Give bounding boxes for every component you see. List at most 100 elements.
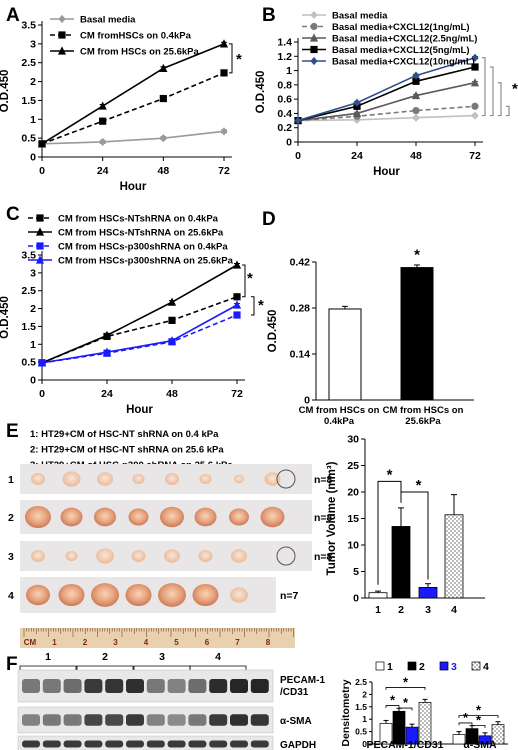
tumor [260,506,285,528]
y-tick-label: 2 [30,303,36,315]
y-tick-label: 2.5 [21,57,36,69]
significance-star: * [476,712,482,727]
tumor [230,587,248,603]
series-line [297,66,476,122]
data-point [353,98,361,107]
data-point [233,293,241,301]
tumor [62,471,81,487]
series-line [41,304,238,364]
sample-count: n=8 [314,474,333,486]
significance-bracket [498,82,502,117]
lane-bracket [189,665,247,670]
significance-bracket [398,707,413,711]
legend-label: Basal media+CXCL12(10ng/mL) [332,57,475,68]
x-tick-label: 24 [351,150,363,162]
data-point [471,53,479,62]
blot-band [63,678,82,694]
bar [418,701,432,745]
blot-band [63,740,82,748]
x-axis-label: Hour [126,404,153,416]
blot-band [146,678,165,694]
legend-swatch [407,661,417,671]
significance-bracket [506,105,510,117]
bar [368,592,388,599]
tumor [26,584,50,606]
significance-star: * [390,693,396,708]
blot-band [250,678,269,694]
y-tick-label: 1 [362,714,367,724]
x-tick-label: 0 [39,165,45,177]
data-point [102,347,112,356]
blot-band [42,714,61,726]
y-axis-label: O.D.450 [267,310,279,353]
blot-strip [17,735,274,750]
tumor [132,473,145,485]
series-line [41,264,238,364]
x-category-label: 2 [398,604,404,616]
tumor [199,473,212,485]
legend-marker [57,46,67,55]
y-tick-label: 2 [30,76,36,88]
tumor-photo: 1: HT29+CM of HSC-NT shRNA on 0.4 kPa 2: … [8,429,333,648]
blot-band [230,714,248,726]
significance-bracket [458,715,499,718]
data-point [471,63,479,71]
x-group-label: α-SMA [463,739,497,750]
y-tick-label: 0.5 [21,357,36,369]
significance-bracket [385,705,400,709]
series-line [297,81,476,122]
tumor [229,508,249,526]
y-tick-label: 0.4 [277,108,292,120]
panel-label-a: A [6,5,20,26]
blot-band [146,740,165,748]
significance-bracket [400,491,429,580]
ruler-label: CM [24,638,37,647]
legend-label: 1 [387,661,393,673]
x-tick-label: 0 [39,388,45,400]
y-tick-label: 1.2 [277,51,292,63]
significance-star: * [403,695,409,710]
data-point [411,90,421,100]
lane-label: 4 [215,651,221,663]
data-point [233,311,241,319]
x-tick-label: 48 [166,388,178,400]
y-tick-label: 0 [30,375,36,387]
bar [444,514,464,599]
blot-band [126,740,144,748]
y-tick-label: 1 [286,65,292,77]
x-axis-label: Hour [373,166,400,178]
y-axis-label: Densitometry [340,679,352,746]
legend-label: Basal media [80,15,136,26]
x-group-label: PECAM-1/CD31 [366,739,443,750]
y-tick-label: 0.42 [290,257,311,269]
data-point [168,316,176,324]
data-point [412,77,420,85]
panel-label-b: B [262,5,276,26]
data-point [99,117,107,125]
tumor [125,583,152,607]
blot-band [105,678,124,694]
y-tick-label: 20 [347,487,359,499]
significance-bracket [482,57,486,117]
tumor [231,549,247,563]
significance-bracket [242,264,246,298]
y-tick-label: 3 [30,267,36,279]
x-category-label: 3 [425,604,431,616]
y-tick-label: 1 [30,339,36,351]
blot-band [188,678,207,694]
chart-a: 0 0.5 1 1.5 2 2.5 3 3.5 0 24 48 72 Hour O.D.450 Basal … [0,15,242,194]
legend-entry: 2: HT29+CM of HSC-NT shRNA on 25.6 kPa [30,445,224,456]
blot-label: α-SMA [280,716,312,727]
significance-bracket [229,43,233,74]
blot-band [22,714,40,726]
y-tick-label: 0.6 [277,94,292,106]
blot-band [42,740,61,748]
y-tick-label: 1 [30,114,36,126]
blot-band [230,678,248,694]
ruler-label: 1 [52,638,57,647]
ruler-label: 2 [83,638,88,647]
blot-band [63,714,82,726]
photo-row-label: 4 [8,590,14,602]
legend-label: 3 [451,661,457,673]
y-tick-label: 3 [30,38,36,50]
